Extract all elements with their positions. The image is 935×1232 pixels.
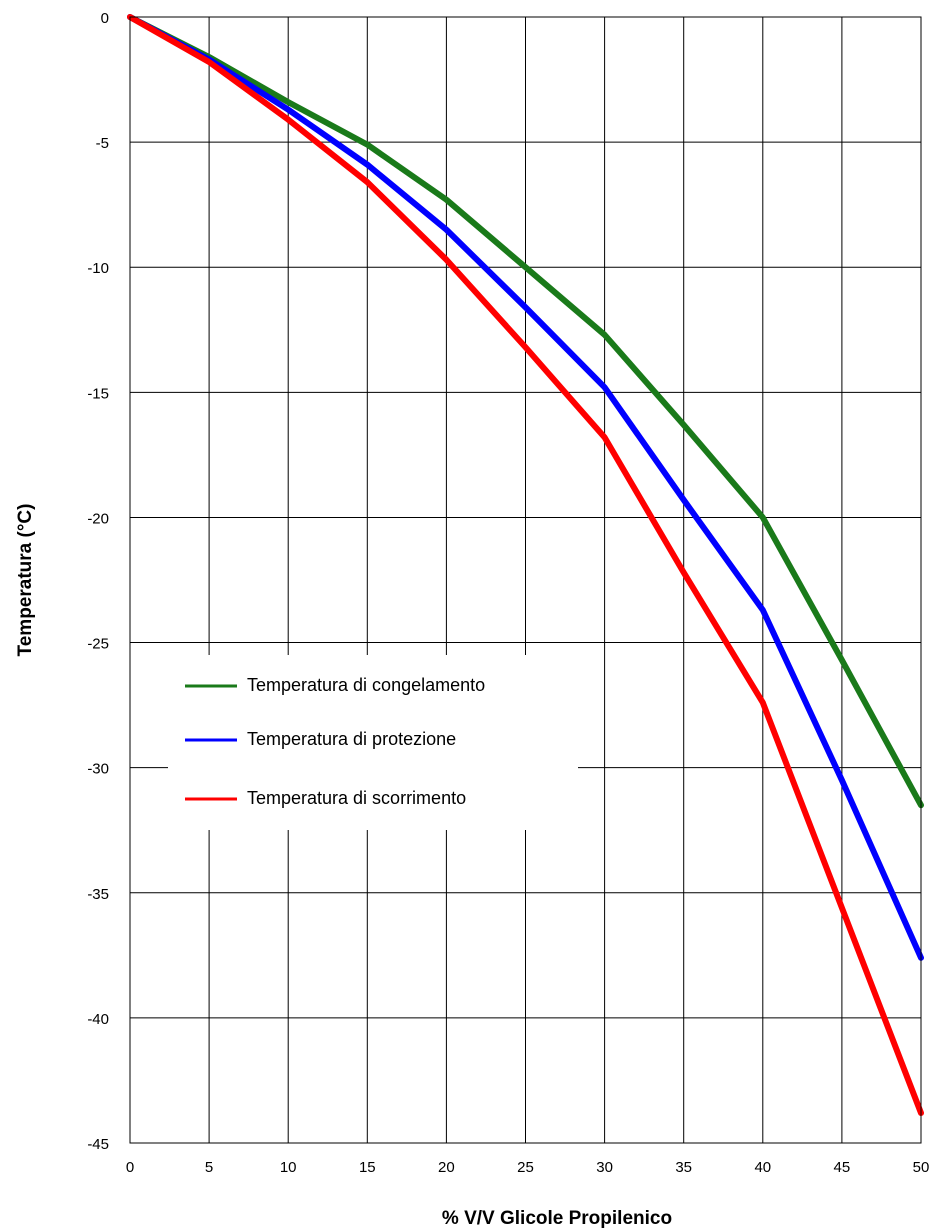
y-tick-label: -40 xyxy=(87,1011,109,1028)
legend-label: Temperatura di congelamento xyxy=(247,675,485,695)
y-axis-title: Temperatura (°C) xyxy=(15,504,36,657)
y-tick-label: -15 xyxy=(87,385,109,402)
y-tick-labels: 0 -5 -10 -15 -20 -25 -30 -35 -40 -45 xyxy=(87,10,109,1153)
y-tick-label: -30 xyxy=(87,761,109,778)
x-tick-label: 15 xyxy=(359,1159,376,1176)
legend-box xyxy=(168,655,578,830)
x-tick-label: 35 xyxy=(675,1159,692,1176)
y-tick-label: -45 xyxy=(87,1136,109,1153)
series-line xyxy=(127,14,924,1116)
x-tick-label: 30 xyxy=(596,1159,613,1176)
y-tick-label: -10 xyxy=(87,260,109,277)
y-tick-label: -25 xyxy=(87,636,109,653)
x-tick-labels: 0 5 10 15 20 25 30 35 40 45 50 xyxy=(126,1159,930,1176)
x-tick-label: 40 xyxy=(754,1159,771,1176)
x-tick-label: 45 xyxy=(834,1159,851,1176)
y-tick-label: 0 xyxy=(101,10,109,27)
x-axis-title: % V/V Glicole Propilenico xyxy=(442,1208,672,1229)
y-tick-label: -35 xyxy=(87,886,109,903)
x-tick-label: 20 xyxy=(438,1159,455,1176)
x-tick-label: 5 xyxy=(205,1159,213,1176)
legend: Temperatura di congelamento Temperatura d… xyxy=(185,675,485,808)
x-tick-label: 10 xyxy=(280,1159,297,1176)
legend-label: Temperatura di scorrimento xyxy=(247,788,466,808)
x-tick-label: 50 xyxy=(913,1159,930,1176)
y-tick-label: -5 xyxy=(96,135,109,152)
series-lines xyxy=(127,14,924,1116)
series-line xyxy=(127,14,924,961)
series-line xyxy=(127,14,924,809)
y-tick-label: -20 xyxy=(87,510,109,527)
plot-border xyxy=(129,16,922,1144)
x-tick-label: 25 xyxy=(517,1159,534,1176)
x-tick-label: 0 xyxy=(126,1159,134,1176)
legend-label: Temperatura di protezione xyxy=(247,729,456,749)
